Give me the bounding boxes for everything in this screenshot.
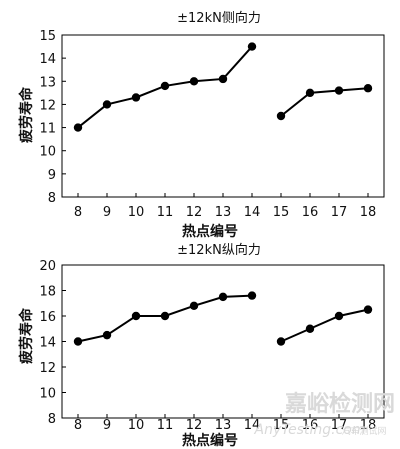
chart1-xtick-label: 17 xyxy=(331,205,348,220)
chart2-xtick-label: 8 xyxy=(74,418,82,433)
chart2-xtick-label: 17 xyxy=(331,418,348,433)
chart2-xtick-label: 15 xyxy=(273,418,290,433)
chart2-ytick-label: 18 xyxy=(39,285,56,300)
chart1-title: ±12kN侧向力 xyxy=(177,10,261,26)
chart1-series1-point xyxy=(247,42,257,51)
chart2-plot: 8 10 12 14 16 18 20 8 9 10 11 12 13 14 15 16 17 18 xyxy=(39,259,385,433)
chart2-ytick-label: 8 xyxy=(48,412,56,427)
chart2-xtick-label: 14 xyxy=(244,418,261,433)
chart1-xlabel: 热点编号 xyxy=(182,223,238,240)
chart1-series2-point xyxy=(305,88,315,98)
chart1-series2-line xyxy=(280,87,369,117)
chart1-ytick-label: 14 xyxy=(39,52,56,67)
chart2-series2-point xyxy=(363,305,373,314)
chart1-ytick-label: 15 xyxy=(39,29,56,44)
chart1-xtick-label: 9 xyxy=(103,205,111,220)
chart1-series1-point xyxy=(131,93,141,102)
chart2-xtick-label: 11 xyxy=(157,418,174,433)
chart2-series1-point xyxy=(102,330,112,340)
chart1-series1-point xyxy=(160,81,170,91)
chart2-ytick-label: 14 xyxy=(39,336,56,351)
chart1-series1-point xyxy=(102,100,112,109)
chart2-xtick-label: 10 xyxy=(128,418,145,433)
chart1-ylabel: 疲劳寿命 xyxy=(18,86,35,143)
chart2-series1-point xyxy=(73,337,83,346)
chart2-series2-point xyxy=(276,337,286,346)
chart1-ytick-label: 12 xyxy=(39,98,56,113)
chart1-xtick-label: 12 xyxy=(186,205,203,220)
watermark-text: 嘉峪检测网 xyxy=(285,391,395,417)
chart2-ytick-label: 10 xyxy=(39,387,56,402)
chart2-ytick-label: 20 xyxy=(39,259,56,274)
chart1-ytick-label: 8 xyxy=(48,191,56,206)
chart2-series2-point xyxy=(334,311,344,321)
chart2-series2-point xyxy=(305,324,315,333)
chart2-xtick-label: 9 xyxy=(103,418,111,433)
watermark-brand: 汽车测试网 xyxy=(341,425,386,437)
chart2-xlabel: 热点编号 xyxy=(182,432,238,449)
chart1-series1-point xyxy=(218,74,228,84)
chart1-ytick-label: 9 xyxy=(48,168,56,183)
chart1-series1-point xyxy=(189,77,199,86)
chart1-series2-point xyxy=(276,111,286,121)
chart2-xtick-label: 12 xyxy=(186,418,203,433)
watermark-subtext: AnyTesting.com xyxy=(254,422,366,438)
chart2-xtick-label: 13 xyxy=(215,418,232,433)
chart1-xtick-label: 10 xyxy=(128,205,145,220)
chart1-xtick-label: 14 xyxy=(244,205,261,220)
chart2-series1-point xyxy=(218,292,228,302)
chart1-xtick-label: 16 xyxy=(302,205,319,220)
chart1-xtick-label: 11 xyxy=(157,205,174,220)
chart1-ytick-label: 11 xyxy=(39,122,56,137)
chart1-series1-point xyxy=(73,123,83,132)
chart2-ytick-label: 16 xyxy=(39,310,56,325)
chart1-xtick-label: 18 xyxy=(360,205,377,220)
chart2-xtick-label: 16 xyxy=(302,418,319,433)
chart2-ylabel: 疲劳寿命 xyxy=(18,307,35,364)
chart2-series1-point xyxy=(131,311,141,321)
chart1-xtick-label: 15 xyxy=(273,205,290,220)
chart2-series1-point xyxy=(160,311,170,321)
chart1-xtick-label: 8 xyxy=(74,205,82,220)
chart1-frame xyxy=(61,34,385,198)
chart2-title: ±12kN纵向力 xyxy=(177,242,261,258)
chart1-plot: 8 9 10 11 12 13 14 15 8 9 10 11 12 13 14 15 16 17 18 xyxy=(39,29,385,220)
chart2-ytick-label: 12 xyxy=(39,361,56,376)
chart2-series1-point xyxy=(247,291,257,300)
chart1-xtick-label: 13 xyxy=(215,205,232,220)
chart1-ytick-label: 10 xyxy=(39,145,56,160)
chart2-series1-point xyxy=(189,301,199,310)
chart2-series2-line xyxy=(280,308,369,343)
chart1-series2-point xyxy=(334,86,344,95)
chart1-ytick-label: 13 xyxy=(39,75,56,90)
chart1-series2-point xyxy=(363,84,373,93)
chart2-xtick-label: 18 xyxy=(360,418,377,433)
